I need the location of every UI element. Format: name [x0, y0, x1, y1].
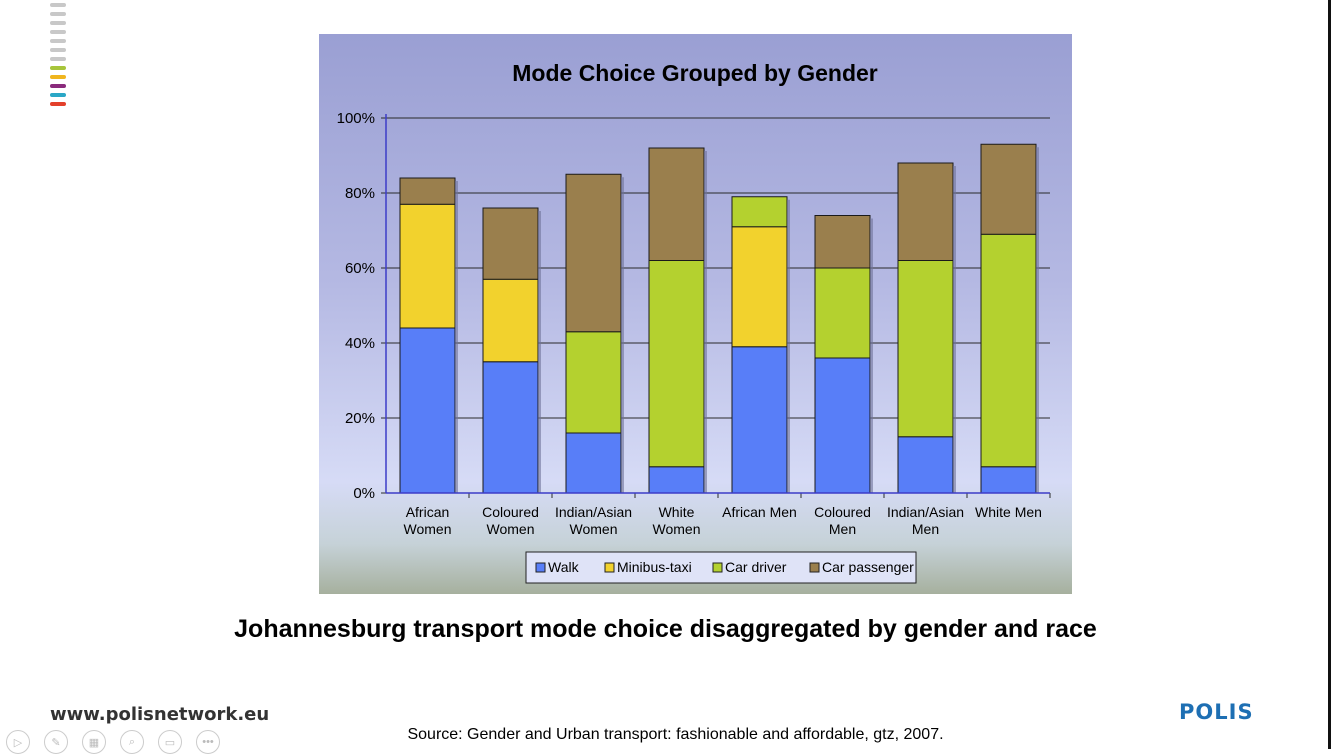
- bar-car-driver: [648, 260, 705, 468]
- x-tick-label: Coloured: [814, 504, 871, 520]
- more-icon[interactable]: •••: [196, 730, 220, 754]
- bar-car-passenger: [814, 215, 871, 269]
- brand-stripe: [50, 93, 66, 97]
- y-tick-label: 40%: [345, 335, 375, 352]
- bar-car-passenger: [648, 147, 705, 261]
- y-tick-label: 60%: [345, 260, 375, 277]
- y-tick-label: 100%: [337, 110, 375, 127]
- bar-shadow: [704, 151, 707, 493]
- x-tick-label: African: [406, 504, 450, 520]
- brand-stripe: [50, 66, 66, 70]
- polis-logo: POLIS: [1179, 700, 1254, 724]
- brand-stripe: [50, 84, 66, 88]
- bar-car-passenger: [399, 177, 456, 205]
- x-tick-label: Indian/Asian: [887, 504, 964, 520]
- legend-swatch: [604, 562, 615, 573]
- bar-walk: [648, 466, 705, 494]
- bar-car-driver: [980, 233, 1037, 468]
- brand-stripe: [50, 75, 66, 79]
- x-tick-label: Men: [829, 521, 856, 537]
- bar-car-driver: [731, 196, 788, 228]
- x-tick-label: Women: [404, 521, 452, 537]
- x-tick-label: Coloured: [482, 504, 539, 520]
- brand-stripe: [50, 48, 66, 52]
- legend-swatch: [809, 562, 820, 573]
- bar-minibus-taxi: [482, 278, 539, 363]
- legend-label: Car driver: [725, 559, 787, 575]
- legend-swatch: [535, 562, 546, 573]
- pen-icon[interactable]: ✎: [44, 730, 68, 754]
- legend-label: Minibus-taxi: [617, 559, 692, 575]
- x-tick-label: Women: [653, 521, 701, 537]
- bar-walk: [814, 357, 871, 494]
- bar-car-passenger: [482, 207, 539, 280]
- bar-shadow: [455, 181, 458, 493]
- bar-walk: [980, 466, 1037, 494]
- bar-shadow: [953, 166, 956, 493]
- brand-stripe: [50, 102, 66, 106]
- brand-stripe: [50, 39, 66, 43]
- brand-stripes-icon: [50, 3, 66, 111]
- bar-shadow: [538, 211, 541, 493]
- x-tick-label: White Men: [975, 504, 1042, 520]
- slides-icon[interactable]: ▦: [82, 730, 106, 754]
- x-tick-label: Women: [487, 521, 535, 537]
- brand-stripe: [50, 3, 66, 7]
- x-tick-label: Women: [570, 521, 618, 537]
- legend-swatch: [712, 562, 723, 573]
- bar-shadow: [1036, 147, 1039, 493]
- x-tick-label: Men: [912, 521, 939, 537]
- chart-svg: Mode Choice Grouped by Gender 0% 20% 40% 60%…: [337, 60, 1051, 584]
- bar-walk: [731, 346, 788, 494]
- bar-shadow: [787, 199, 790, 493]
- slide-edge: [1328, 0, 1331, 749]
- brand-stripe: [50, 30, 66, 34]
- subtitles-icon[interactable]: ▭: [158, 730, 182, 754]
- bar-car-driver: [565, 331, 622, 434]
- bar-minibus-taxi: [399, 203, 456, 329]
- website-url[interactable]: www.polisnetwork.eu: [50, 704, 270, 725]
- bar-car-driver: [814, 267, 871, 359]
- source-citation: Source: Gender and Urban transport: fash…: [407, 726, 944, 743]
- bar-minibus-taxi: [731, 226, 788, 348]
- legend-label: Walk: [548, 559, 580, 575]
- bar-shadow: [870, 218, 873, 493]
- bar-car-driver: [897, 260, 954, 438]
- bar-car-passenger: [565, 173, 622, 333]
- bar-shadow: [621, 177, 624, 493]
- y-tick-label: 0%: [353, 485, 375, 502]
- slide-caption: Johannesburg transport mode choice disag…: [234, 615, 1097, 643]
- zoom-icon[interactable]: ⌕: [120, 730, 144, 754]
- play-icon[interactable]: ▷: [6, 730, 30, 754]
- bar-car-passenger: [897, 162, 954, 261]
- bar-walk: [565, 432, 622, 494]
- y-tick-label: 20%: [345, 410, 375, 427]
- legend-label: Car passenger: [822, 559, 914, 575]
- bar-car-passenger: [980, 143, 1037, 235]
- chart-title: Mode Choice Grouped by Gender: [512, 60, 878, 86]
- brand-stripe: [50, 12, 66, 16]
- x-tick-label: Indian/Asian: [555, 504, 632, 520]
- brand-stripe: [50, 21, 66, 25]
- chart: Mode Choice Grouped by Gender 0% 20% 40% 60%…: [319, 34, 1072, 594]
- x-tick-label: White: [659, 504, 695, 520]
- brand-stripe: [50, 57, 66, 61]
- bar-walk: [482, 361, 539, 494]
- y-tick-label: 80%: [345, 185, 375, 202]
- bar-walk: [399, 327, 456, 494]
- x-tick-label: African Men: [722, 504, 797, 520]
- bar-walk: [897, 436, 954, 494]
